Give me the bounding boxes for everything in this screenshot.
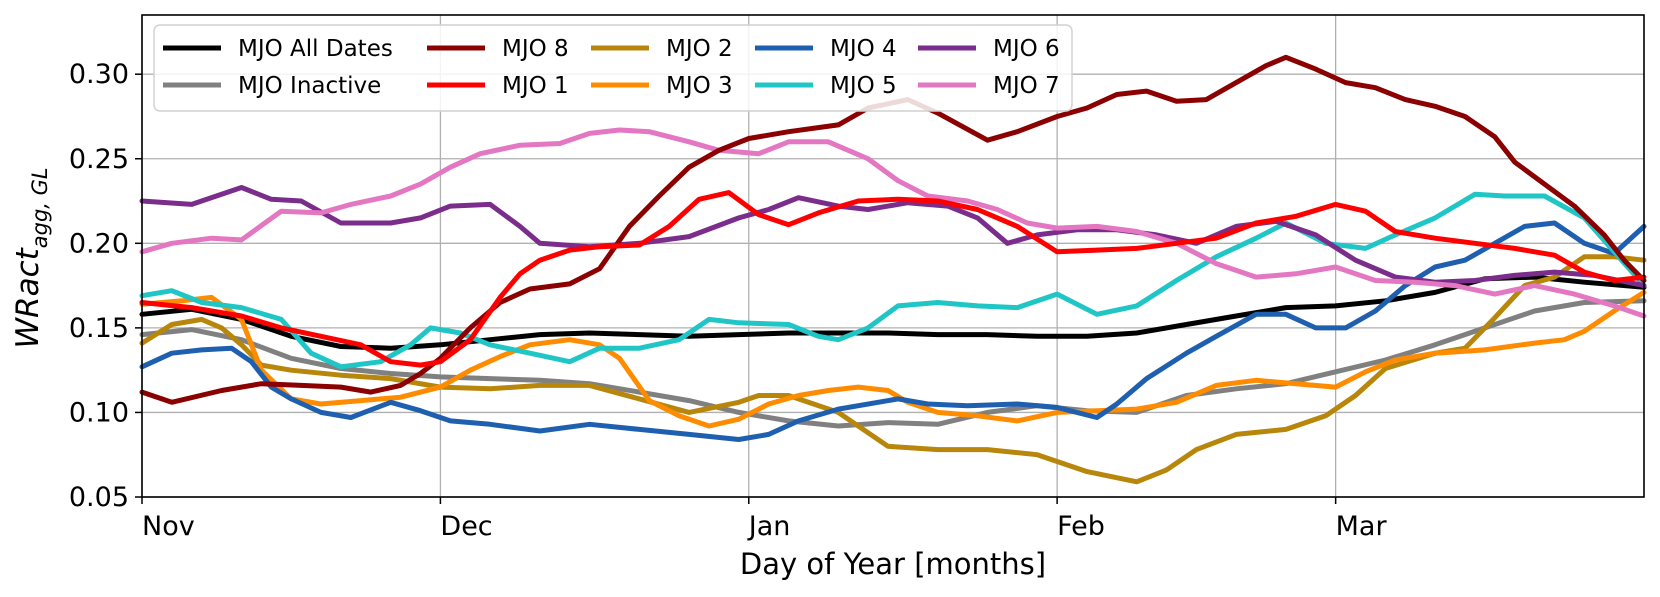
legend-label-mjo-6: MJO 6 [993,36,1060,62]
series-line-mjo-1 [139,190,1647,368]
x-tick-label: Feb [1057,511,1105,542]
legend-label-mjo-7: MJO 7 [993,73,1060,99]
series-line-mjo-inactive [139,298,1647,429]
y-axis-label: WRactagg, GL [10,167,52,348]
y-tick-label: 0.20 [69,228,129,259]
series-line-mjo-6 [139,185,1647,289]
y-tick-label: 0.25 [69,144,129,175]
y-tick-label: 0.30 [69,59,129,90]
series-lines [139,54,1647,485]
x-axis-label: Day of Year [months] [740,547,1046,581]
legend-label-mjo-4: MJO 4 [830,36,897,62]
legend: MJO All Dates MJO Inactive MJO 8 MJO 1 MJO 2… [153,24,1073,112]
x-tick-label: Jan [747,511,791,542]
legend-label-mjo-1: MJO 1 [502,73,569,99]
y-tick-label: 0.05 [69,482,129,513]
plot-frame [141,14,1645,498]
x-tick-label: Dec [440,511,492,542]
legend-label-mjo-inactive: MJO Inactive [238,73,381,99]
legend-label-mjo-all-dates: MJO All Dates [238,36,393,62]
series-line-mjo-4 [139,220,1647,442]
legend-label-mjo-3: MJO 3 [666,73,733,99]
legend-label-mjo-8: MJO 8 [502,36,569,62]
series-line-mjo-8 [139,54,1647,405]
legend-box [153,24,1073,112]
y-tick-label: 0.15 [69,313,129,344]
legend-label-mjo-5: MJO 5 [830,73,897,99]
x-tick-label: Nov [142,511,195,542]
x-axis: Nov Dec Jan Feb Mar [141,497,1388,542]
y-tick-label: 0.10 [69,397,129,428]
legend-label-mjo-2: MJO 2 [666,36,733,62]
y-axis: 0.05 0.10 0.15 0.20 0.25 0.30 [69,59,142,513]
x-tick-label: Mar [1336,511,1388,542]
series-line-mjo-7 [139,127,1647,319]
series-line-mjo-3 [139,289,1647,429]
